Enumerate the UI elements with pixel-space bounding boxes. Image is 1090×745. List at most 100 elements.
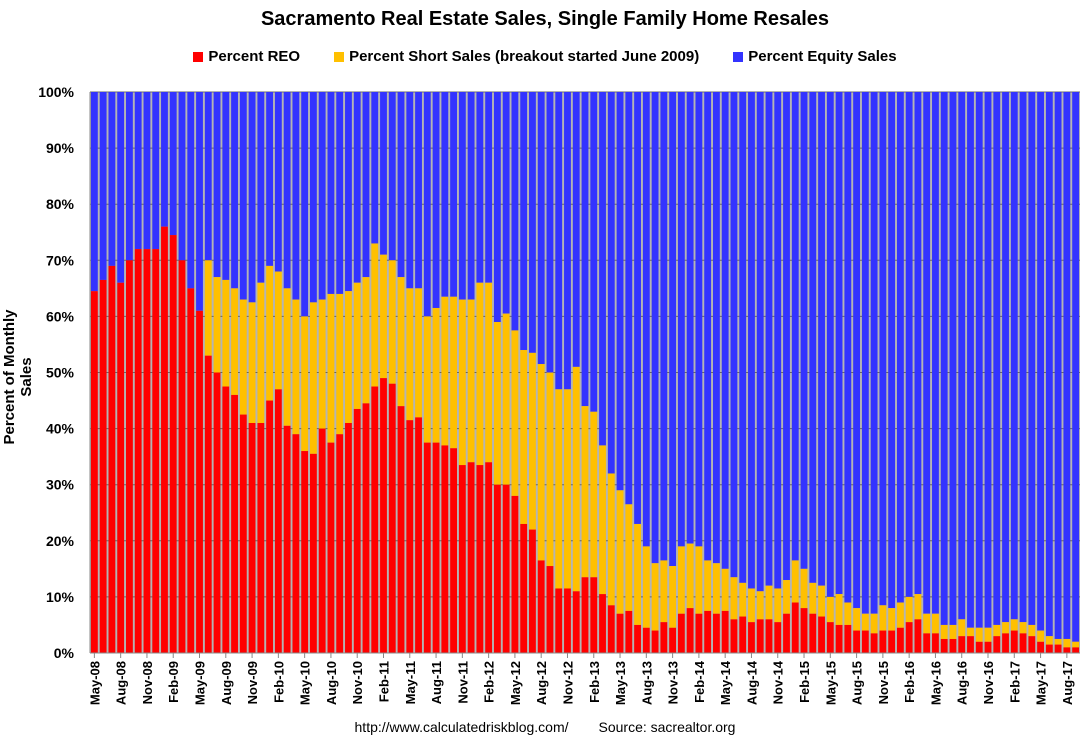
bar-reo (896, 627, 904, 653)
bar-equity (143, 92, 151, 250)
footer-url: http://www.calculatedriskblog.com/ (354, 719, 569, 735)
bar-short-sales (984, 627, 992, 642)
bar-short-sales (239, 299, 247, 415)
bar-short-sales (879, 605, 887, 631)
bar-short-sales (415, 288, 422, 418)
bar-reo (529, 529, 536, 653)
bar-reo (117, 282, 125, 653)
bar-short-sales (1010, 619, 1018, 631)
x-tick-label: Nov-13 (666, 661, 681, 704)
bar-equity (826, 92, 834, 597)
bar-short-sales (818, 585, 825, 617)
x-tick-label: Feb-10 (271, 661, 286, 703)
bar-equity (748, 92, 755, 589)
bar-equity (169, 92, 177, 236)
bar-short-sales (511, 330, 519, 496)
bar-equity (309, 92, 317, 303)
bar-equity (677, 92, 685, 547)
bar-equity (196, 92, 203, 311)
bar-equity (274, 92, 282, 272)
bar-short-sales (923, 613, 931, 634)
bar-short-sales (529, 352, 536, 530)
bar-equity (301, 92, 309, 317)
bar-short-sales (905, 596, 913, 623)
x-tick-label: Nov-08 (140, 661, 155, 704)
bar-short-sales (739, 582, 747, 617)
bar-equity (178, 92, 186, 261)
bar-reo (940, 638, 948, 653)
bar-equity (958, 92, 966, 620)
legend-label-short: Percent Short Sales (breakout started Ju… (349, 48, 700, 65)
bar-short-sales (380, 254, 387, 379)
bar-short-sales (493, 322, 501, 485)
bar-reo (380, 378, 387, 653)
bar-short-sales (669, 566, 677, 628)
bar-reo (143, 249, 151, 653)
bar-reo (397, 406, 405, 653)
bar-equity (818, 92, 825, 586)
bar-reo (1054, 644, 1062, 653)
bar-equity (932, 92, 939, 614)
bar-short-sales (721, 568, 729, 611)
x-tick-label: May-14 (718, 660, 733, 705)
legend-swatch-equity (733, 51, 744, 62)
bar-short-sales (546, 372, 554, 567)
bar-equity (905, 92, 913, 597)
bar-equity (134, 92, 142, 250)
bar-reo (327, 442, 335, 653)
bar-equity (161, 92, 168, 227)
y-tick-label: 20% (46, 533, 75, 549)
bar-equity (345, 92, 352, 292)
bar-reo (248, 422, 256, 653)
bar-equity (1045, 92, 1053, 637)
bar-short-sales (1072, 641, 1080, 648)
bar-reo (362, 403, 370, 653)
bar-short-sales (467, 299, 475, 463)
bar-equity (231, 92, 238, 289)
x-tick-label: May-11 (403, 661, 418, 704)
bar-equity (117, 92, 125, 283)
bar-equity (1054, 92, 1062, 639)
bar-reo (607, 605, 615, 653)
bar-short-sales (940, 624, 948, 639)
x-tick-label: Nov-11 (455, 661, 470, 704)
bar-reo (835, 624, 843, 653)
bar-short-sales (450, 296, 458, 449)
bar-reo (231, 394, 238, 653)
bar-reo (853, 630, 861, 653)
bar-reo (967, 636, 974, 653)
bar-short-sales (1054, 638, 1062, 645)
x-tick-label: Feb-13 (587, 661, 602, 703)
bar-reo (572, 591, 580, 653)
bar-equity (476, 92, 484, 283)
bar-reo (861, 630, 869, 653)
bar-reo (1072, 647, 1080, 653)
bar-reo (905, 622, 913, 653)
bar-reo (423, 442, 431, 653)
bar-short-sales (809, 582, 817, 614)
bar-equity (888, 92, 896, 609)
bar-short-sales (397, 277, 405, 407)
bar-short-sales (231, 288, 238, 395)
x-tick-label: May-15 (823, 661, 838, 705)
bar-equity (940, 92, 948, 625)
bar-reo (537, 560, 545, 653)
bar-reo (564, 588, 571, 653)
bar-reo (695, 613, 703, 653)
footer: http://www.calculatedriskblog.com/Source… (0, 719, 1090, 735)
bar-reo (949, 638, 957, 653)
bar-short-sales (800, 568, 808, 609)
bar-short-sales (651, 563, 659, 631)
bar-reo (625, 610, 633, 653)
chart-title: Sacramento Real Estate Sales, Single Fam… (260, 8, 830, 30)
bar-short-sales (932, 613, 939, 634)
bar-reo (257, 422, 265, 653)
bar-short-sales (520, 350, 528, 524)
bar-reo (712, 613, 720, 653)
bar-reo (511, 495, 519, 653)
bar-reo (809, 613, 817, 653)
bar-equity (634, 92, 641, 524)
bar-short-sales (266, 265, 274, 401)
bar-equity (1002, 92, 1009, 623)
bar-reo (450, 448, 458, 653)
